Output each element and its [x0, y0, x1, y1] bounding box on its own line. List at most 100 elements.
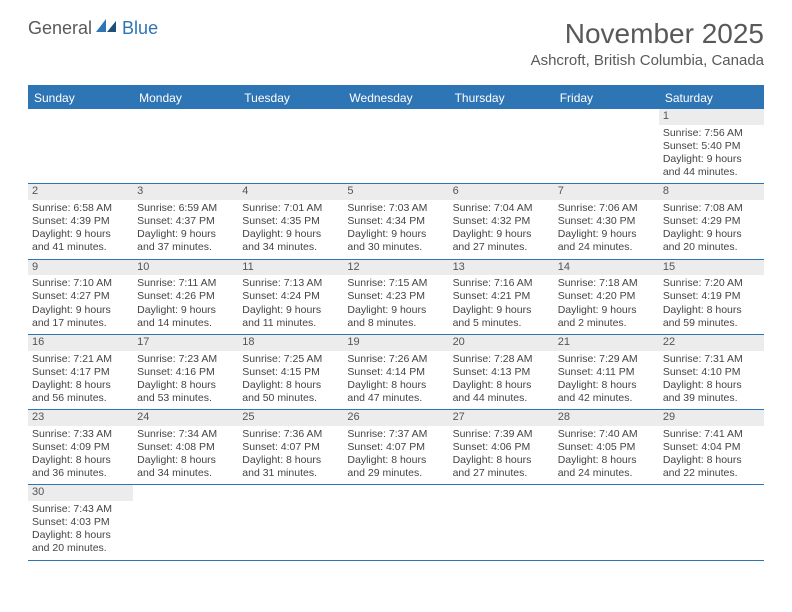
location: Ashcroft, British Columbia, Canada	[531, 52, 764, 69]
sunset-line: Sunset: 4:06 PM	[453, 441, 550, 454]
daylight-line: Daylight: 8 hours and 47 minutes.	[347, 379, 444, 405]
day-cell: 5Sunrise: 7:03 AMSunset: 4:34 PMDaylight…	[343, 184, 448, 258]
day-number: 26	[343, 410, 448, 426]
logo-word1: General	[28, 18, 92, 39]
day-number: 27	[449, 410, 554, 426]
sunset-line: Sunset: 4:17 PM	[32, 366, 129, 379]
sunrise-line: Sunrise: 7:06 AM	[558, 202, 655, 215]
daylight-line: Daylight: 9 hours and 8 minutes.	[347, 304, 444, 330]
sunrise-line: Sunrise: 7:31 AM	[663, 353, 760, 366]
empty-cell	[659, 485, 764, 559]
sunrise-line: Sunrise: 7:56 AM	[663, 127, 760, 140]
logo-word2: Blue	[122, 18, 158, 39]
sunset-line: Sunset: 4:03 PM	[32, 516, 129, 529]
sunset-line: Sunset: 4:19 PM	[663, 290, 760, 303]
sunset-line: Sunset: 4:39 PM	[32, 215, 129, 228]
day-cell: 11Sunrise: 7:13 AMSunset: 4:24 PMDayligh…	[238, 260, 343, 334]
sunset-line: Sunset: 4:13 PM	[453, 366, 550, 379]
sunrise-line: Sunrise: 7:20 AM	[663, 277, 760, 290]
daylight-line: Daylight: 9 hours and 27 minutes.	[453, 228, 550, 254]
daylight-line: Daylight: 9 hours and 2 minutes.	[558, 304, 655, 330]
sunrise-line: Sunrise: 7:08 AM	[663, 202, 760, 215]
week-row: 23Sunrise: 7:33 AMSunset: 4:09 PMDayligh…	[28, 410, 764, 485]
day-cell: 23Sunrise: 7:33 AMSunset: 4:09 PMDayligh…	[28, 410, 133, 484]
empty-cell	[554, 485, 659, 559]
daylight-line: Daylight: 9 hours and 11 minutes.	[242, 304, 339, 330]
daylight-line: Daylight: 9 hours and 41 minutes.	[32, 228, 129, 254]
day-number: 22	[659, 335, 764, 351]
daylight-line: Daylight: 8 hours and 44 minutes.	[453, 379, 550, 405]
weeks-container: 1Sunrise: 7:56 AMSunset: 5:40 PMDaylight…	[28, 109, 764, 561]
day-number: 12	[343, 260, 448, 276]
day-cell: 26Sunrise: 7:37 AMSunset: 4:07 PMDayligh…	[343, 410, 448, 484]
daylight-line: Daylight: 9 hours and 44 minutes.	[663, 153, 760, 179]
weekday-header: Sunday	[28, 87, 133, 109]
sunrise-line: Sunrise: 7:43 AM	[32, 503, 129, 516]
day-cell: 27 Sunrise: 7:39 AMSunset: 4:06 PMDayligh…	[449, 410, 554, 484]
sunrise-line: Sunrise: 7:29 AM	[558, 353, 655, 366]
daylight-line: Daylight: 8 hours and 50 minutes.	[242, 379, 339, 405]
empty-cell	[133, 109, 238, 183]
day-cell: 13Sunrise: 7:16 AMSunset: 4:21 PMDayligh…	[449, 260, 554, 334]
daylight-line: Daylight: 8 hours and 31 minutes.	[242, 454, 339, 480]
week-row: 2Sunrise: 6:58 AMSunset: 4:39 PMDaylight…	[28, 184, 764, 259]
weekday-header-row: SundayMondayTuesdayWednesdayThursdayFrid…	[28, 87, 764, 109]
day-cell: 18Sunrise: 7:25 AMSunset: 4:15 PMDayligh…	[238, 335, 343, 409]
day-number: 5	[343, 184, 448, 200]
day-number: 18	[238, 335, 343, 351]
sunset-line: Sunset: 4:23 PM	[347, 290, 444, 303]
daylight-line: Daylight: 9 hours and 14 minutes.	[137, 304, 234, 330]
sunset-line: Sunset: 4:37 PM	[137, 215, 234, 228]
day-number: 9	[28, 260, 133, 276]
day-cell: 22Sunrise: 7:31 AMSunset: 4:10 PMDayligh…	[659, 335, 764, 409]
sunrise-line: Sunrise: 7:36 AM	[242, 428, 339, 441]
week-row: 30Sunrise: 7:43 AMSunset: 4:03 PMDayligh…	[28, 485, 764, 560]
day-number: 30	[28, 485, 133, 501]
sunset-line: Sunset: 4:26 PM	[137, 290, 234, 303]
day-cell: 10Sunrise: 7:11 AMSunset: 4:26 PMDayligh…	[133, 260, 238, 334]
sunset-line: Sunset: 4:08 PM	[137, 441, 234, 454]
day-number: 28	[554, 410, 659, 426]
sunrise-line: Sunrise: 7:39 AM	[453, 428, 550, 441]
daylight-line: Daylight: 8 hours and 59 minutes.	[663, 304, 760, 330]
day-number: 6	[449, 184, 554, 200]
empty-cell	[343, 109, 448, 183]
daylight-line: Daylight: 9 hours and 24 minutes.	[558, 228, 655, 254]
sunrise-line: Sunrise: 7:10 AM	[32, 277, 129, 290]
empty-cell	[343, 485, 448, 559]
day-cell: 1Sunrise: 7:56 AMSunset: 5:40 PMDaylight…	[659, 109, 764, 183]
sunset-line: Sunset: 4:11 PM	[558, 366, 655, 379]
day-cell: 28Sunrise: 7:40 AMSunset: 4:05 PMDayligh…	[554, 410, 659, 484]
sunrise-line: Sunrise: 7:37 AM	[347, 428, 444, 441]
sunset-line: Sunset: 4:05 PM	[558, 441, 655, 454]
day-number: 20	[449, 335, 554, 351]
day-number: 11	[238, 260, 343, 276]
day-number: 3	[133, 184, 238, 200]
header: General Blue November 2025 Ashcroft, Bri…	[0, 0, 792, 77]
sunrise-line: Sunrise: 7:33 AM	[32, 428, 129, 441]
daylight-line: Daylight: 8 hours and 27 minutes.	[453, 454, 550, 480]
sunrise-line: Sunrise: 7:25 AM	[242, 353, 339, 366]
sunrise-line: Sunrise: 7:40 AM	[558, 428, 655, 441]
sunrise-line: Sunrise: 7:18 AM	[558, 277, 655, 290]
day-number: 8	[659, 184, 764, 200]
empty-cell	[28, 109, 133, 183]
day-cell: 24Sunrise: 7:34 AMSunset: 4:08 PMDayligh…	[133, 410, 238, 484]
day-cell: 15Sunrise: 7:20 AMSunset: 4:19 PMDayligh…	[659, 260, 764, 334]
sunset-line: Sunset: 4:24 PM	[242, 290, 339, 303]
daylight-line: Daylight: 8 hours and 42 minutes.	[558, 379, 655, 405]
day-cell: 17Sunrise: 7:23 AMSunset: 4:16 PMDayligh…	[133, 335, 238, 409]
daylight-line: Daylight: 8 hours and 56 minutes.	[32, 379, 129, 405]
sunset-line: Sunset: 4:29 PM	[663, 215, 760, 228]
empty-cell	[449, 109, 554, 183]
sunset-line: Sunset: 4:04 PM	[663, 441, 760, 454]
sunrise-line: Sunrise: 7:04 AM	[453, 202, 550, 215]
sunset-line: Sunset: 4:09 PM	[32, 441, 129, 454]
daylight-line: Daylight: 9 hours and 30 minutes.	[347, 228, 444, 254]
daylight-line: Daylight: 8 hours and 53 minutes.	[137, 379, 234, 405]
sunrise-line: Sunrise: 7:23 AM	[137, 353, 234, 366]
logo-sail-icon	[96, 19, 118, 38]
sunrise-line: Sunrise: 7:28 AM	[453, 353, 550, 366]
weekday-header: Friday	[554, 87, 659, 109]
sunset-line: Sunset: 4:30 PM	[558, 215, 655, 228]
